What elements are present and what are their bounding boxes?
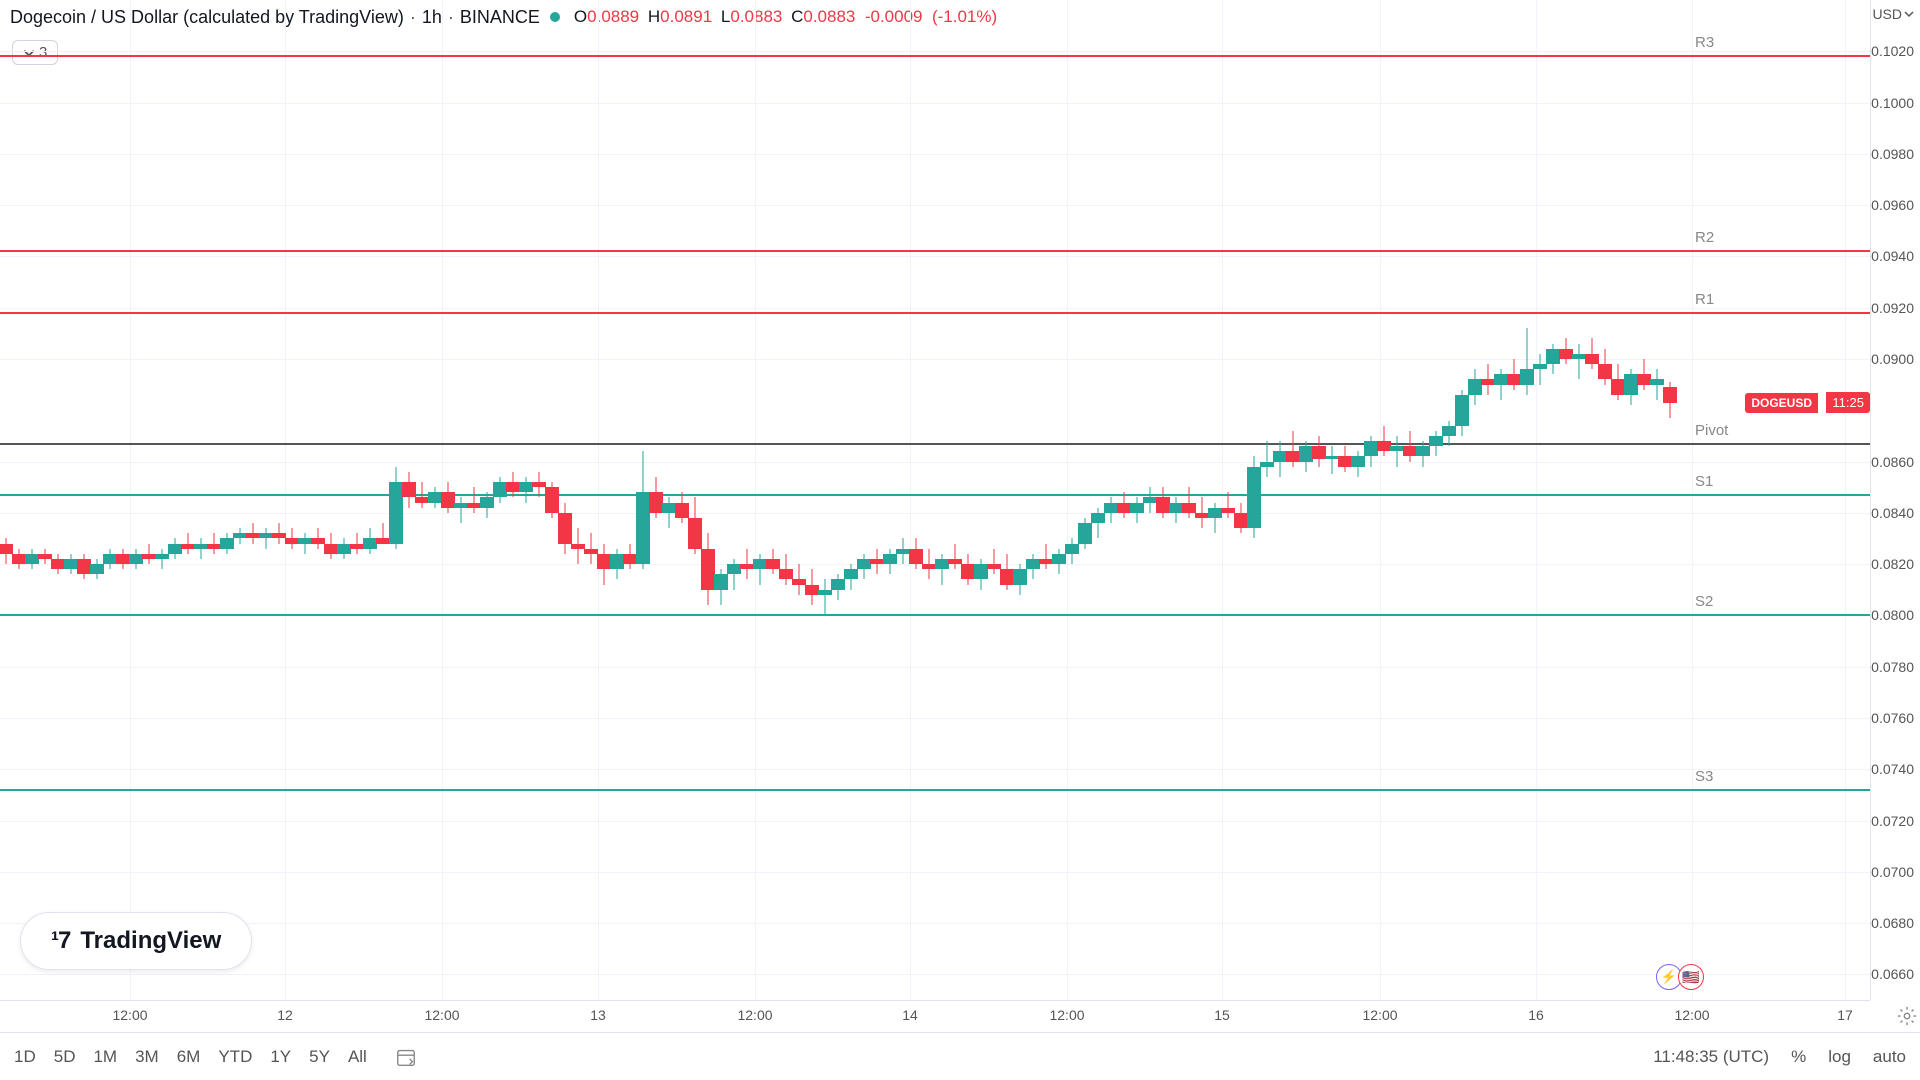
y-tick-label: 0.0940: [1871, 248, 1914, 264]
range-6m[interactable]: 6M: [177, 1047, 201, 1067]
gear-icon[interactable]: [1896, 1005, 1918, 1027]
x-tick-label: 12:00: [737, 1007, 772, 1023]
y-tick-label: 0.0920: [1871, 300, 1914, 316]
pivot-line-s1[interactable]: [0, 494, 1870, 496]
tradingview-glyph-icon: ¹7: [51, 927, 70, 955]
y-tick-label: 0.0660: [1871, 966, 1914, 982]
pivot-line-pivot[interactable]: [0, 443, 1870, 445]
log-toggle[interactable]: log: [1828, 1047, 1851, 1067]
x-tick-label: 12: [277, 1007, 293, 1023]
range-3m[interactable]: 3M: [135, 1047, 159, 1067]
goto-date-icon[interactable]: [395, 1046, 417, 1068]
range-all[interactable]: All: [348, 1047, 367, 1067]
y-tick-label: 0.0700: [1871, 864, 1914, 880]
y-axis[interactable]: USD 0.1020 0.1000 0.0980 0.0960 0.0940 0.0920…: [1870, 0, 1920, 1000]
range-5y[interactable]: 5Y: [309, 1047, 330, 1067]
y-tick-label: 0.0980: [1871, 146, 1914, 162]
pivot-label-s1: S1: [1695, 473, 1713, 490]
x-tick-label: 14: [902, 1007, 918, 1023]
tradingview-logo[interactable]: ¹7 TradingView: [20, 912, 252, 970]
y-tick-label: 0.0680: [1871, 915, 1914, 931]
y-tick-label: 0.0860: [1871, 454, 1914, 470]
pivot-label-r3: R3: [1695, 34, 1714, 51]
currency-selector[interactable]: USD: [1872, 6, 1914, 22]
pivot-line-s3[interactable]: [0, 789, 1870, 791]
x-tick-label: 13: [590, 1007, 606, 1023]
chevron-down-icon: [1904, 9, 1914, 19]
percent-toggle[interactable]: %: [1791, 1047, 1806, 1067]
chart-badges: ⚡ 🇺🇸: [1660, 964, 1704, 990]
x-tick-label: 12:00: [1674, 1007, 1709, 1023]
pivot-line-r3[interactable]: [0, 55, 1870, 57]
y-tick-label: 0.0840: [1871, 505, 1914, 521]
y-tick-label: 0.1000: [1871, 95, 1914, 111]
y-tick-label: 0.0820: [1871, 556, 1914, 572]
pivot-label-r2: R2: [1695, 229, 1714, 246]
clock-utc[interactable]: 11:48:35 (UTC): [1653, 1047, 1769, 1067]
y-tick-label: 0.0720: [1871, 813, 1914, 829]
pivot-label-pivot: Pivot: [1695, 422, 1728, 439]
range-1y[interactable]: 1Y: [270, 1047, 291, 1067]
pivot-label-r1: R1: [1695, 291, 1714, 308]
x-tick-label: 17: [1837, 1007, 1853, 1023]
pivot-line-r1[interactable]: [0, 312, 1870, 314]
range-5d[interactable]: 5D: [54, 1047, 76, 1067]
pivot-label-s3: S3: [1695, 768, 1713, 785]
pivot-line-s2[interactable]: [0, 614, 1870, 616]
y-tick-label: 0.0800: [1871, 607, 1914, 623]
x-tick-label: 15: [1214, 1007, 1230, 1023]
flag-us-icon[interactable]: 🇺🇸: [1678, 964, 1704, 990]
range-toolbar: 1D 5D 1M 3M 6M YTD 1Y 5Y All 11:48:35 (UTC) % lo…: [0, 1032, 1920, 1080]
x-tick-label: 12:00: [1362, 1007, 1397, 1023]
range-buttons: 1D 5D 1M 3M 6M YTD 1Y 5Y All: [14, 1047, 367, 1067]
x-tick-label: 12:00: [1049, 1007, 1084, 1023]
range-1d[interactable]: 1D: [14, 1047, 36, 1067]
y-tick-label: 0.1020: [1871, 43, 1914, 59]
y-tick-label: 0.0960: [1871, 197, 1914, 213]
x-axis[interactable]: 12:00 12 12:00 13 12:00 14 12:00 15 12:00 16 12:00…: [0, 1000, 1870, 1030]
x-tick-label: 12:00: [424, 1007, 459, 1023]
x-tick-label: 12:00: [112, 1007, 147, 1023]
auto-scale-toggle[interactable]: auto: [1873, 1047, 1906, 1067]
y-tick-label: 0.0760: [1871, 710, 1914, 726]
range-ytd[interactable]: YTD: [218, 1047, 252, 1067]
x-tick-label: 16: [1528, 1007, 1544, 1023]
y-tick-label: 0.0900: [1871, 351, 1914, 367]
pivot-label-s2: S2: [1695, 593, 1713, 610]
pivot-line-r2[interactable]: [0, 250, 1870, 252]
y-tick-label: 0.0780: [1871, 659, 1914, 675]
y-tick-label: 0.0740: [1871, 761, 1914, 777]
price-chart[interactable]: R3 R2 R1 Pivot S1 S2 S3: [0, 0, 1870, 1000]
range-1m[interactable]: 1M: [93, 1047, 117, 1067]
